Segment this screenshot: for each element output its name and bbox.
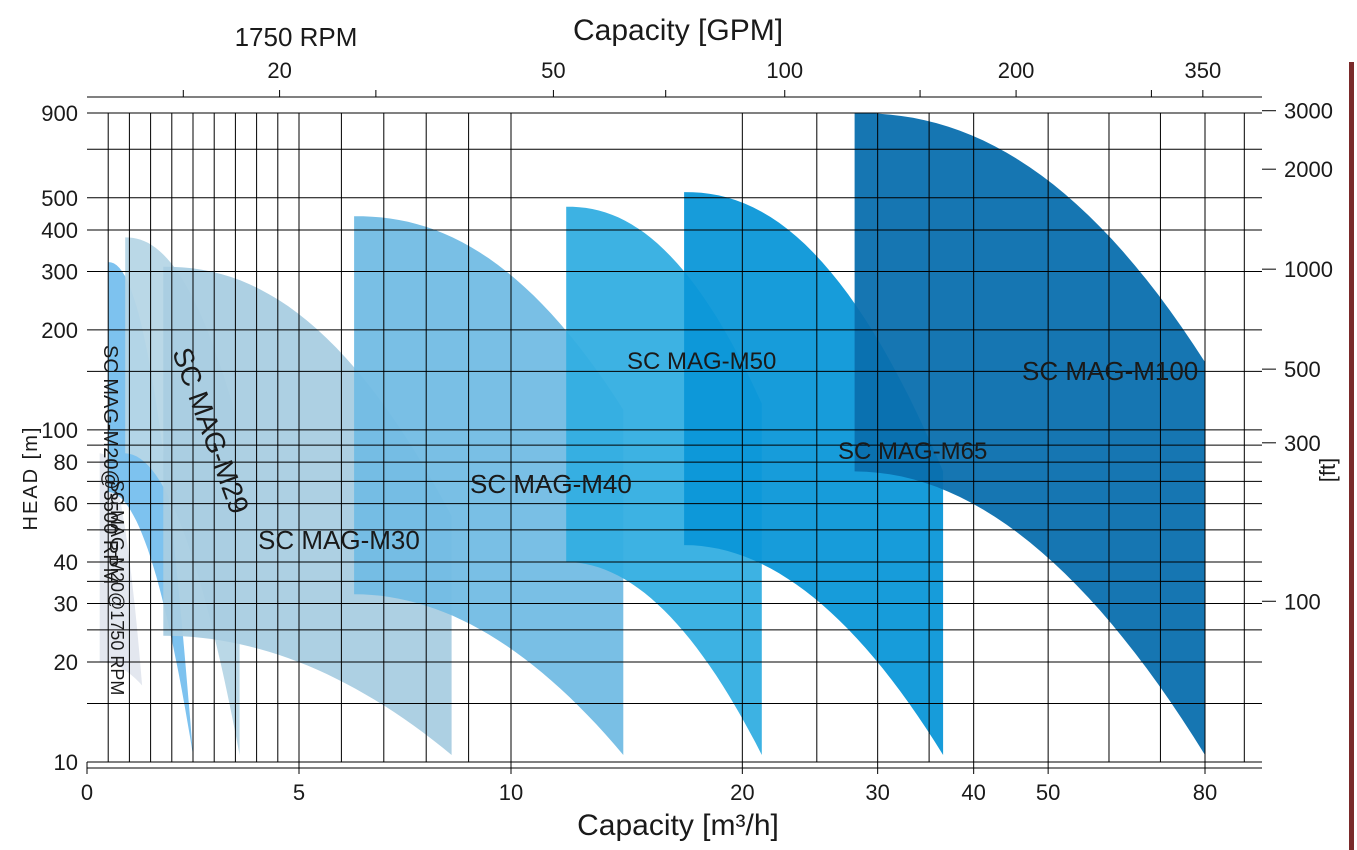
- x-tick-label: 20: [730, 780, 754, 805]
- y-tick-label: 300: [41, 259, 78, 284]
- region-label: SC MAG-M100: [1022, 356, 1198, 386]
- ft-tick-label: 300: [1284, 431, 1321, 456]
- region-sc-mag-m20-1750-rpm: [99, 453, 143, 686]
- x-tick-label: 50: [1036, 780, 1060, 805]
- y-tick-label: 60: [54, 492, 78, 517]
- speed-label: 1750 RPM: [235, 22, 358, 52]
- y-tick-label: 900: [41, 101, 78, 126]
- gpm-axis-ticks: 20 50 100 200 350: [182, 58, 1221, 97]
- x-tick-label: 30: [865, 780, 889, 805]
- y-axis-ticks: 10 20 30 40 60 80 100 200 300 400 500 900: [41, 101, 78, 775]
- x-tick-label: 40: [961, 780, 985, 805]
- y-tick-label: 30: [54, 592, 78, 617]
- y-tick-label: 20: [54, 650, 78, 675]
- x-axis-title: Capacity [m³/h]: [577, 809, 779, 842]
- ft-axis-title: [ft]: [1315, 458, 1340, 482]
- chart-grid: [87, 112, 1262, 763]
- pump-regions: [99, 113, 1205, 756]
- region-label: SC MAG-M65: [838, 438, 987, 465]
- region-sc-mag-m100: [854, 113, 1205, 755]
- x-tick-label: 0: [81, 780, 93, 805]
- y-tick-label: 40: [54, 550, 78, 575]
- y-tick-label: 400: [41, 218, 78, 243]
- x-tick-label: 80: [1193, 780, 1217, 805]
- y-tick-label: 200: [41, 318, 78, 343]
- region-label: SC MAG-M40: [470, 469, 632, 499]
- gpm-axis-title: Capacity [GPM]: [573, 14, 783, 47]
- region-sc-mag-m40: [354, 216, 624, 755]
- region-label: SC MAG-M30: [258, 525, 420, 555]
- region-label: SC MAG-M20@3500 RPM: [99, 345, 121, 584]
- y-tick-label: 500: [41, 186, 78, 211]
- ft-tick-label: 2000: [1284, 157, 1333, 182]
- gpm-tick-label: 350: [1184, 58, 1221, 83]
- y-tick-label: 80: [54, 450, 78, 475]
- gpm-tick-label: 200: [998, 58, 1035, 83]
- ft-tick-label: 500: [1284, 357, 1321, 382]
- x-tick-label: 5: [293, 780, 305, 805]
- gpm-tick-label: 100: [766, 58, 803, 83]
- region-sc-mag-m65: [684, 192, 944, 756]
- gpm-tick-label: 50: [541, 58, 565, 83]
- y-tick-label: 100: [41, 418, 78, 443]
- region-label: SC MAG-M20@1750 RPM: [107, 480, 127, 695]
- y-tick-label: 10: [54, 750, 78, 775]
- ft-axis-ticks: 100 300 500 1000 2000 3000: [1262, 99, 1333, 614]
- x-axis-ticks: 0 5 10 20 30 40 50 80: [81, 762, 1217, 805]
- ft-tick-label: 1000: [1284, 257, 1333, 282]
- page-edge-bar: [1349, 62, 1354, 850]
- ft-tick-label: 3000: [1284, 99, 1333, 124]
- region-label: SC MAG-M50: [627, 348, 776, 375]
- x-tick-label: 10: [499, 780, 523, 805]
- ft-tick-label: 100: [1284, 589, 1321, 614]
- gpm-tick-label: 20: [267, 58, 291, 83]
- y-axis-title: HEAD [m]: [20, 426, 42, 531]
